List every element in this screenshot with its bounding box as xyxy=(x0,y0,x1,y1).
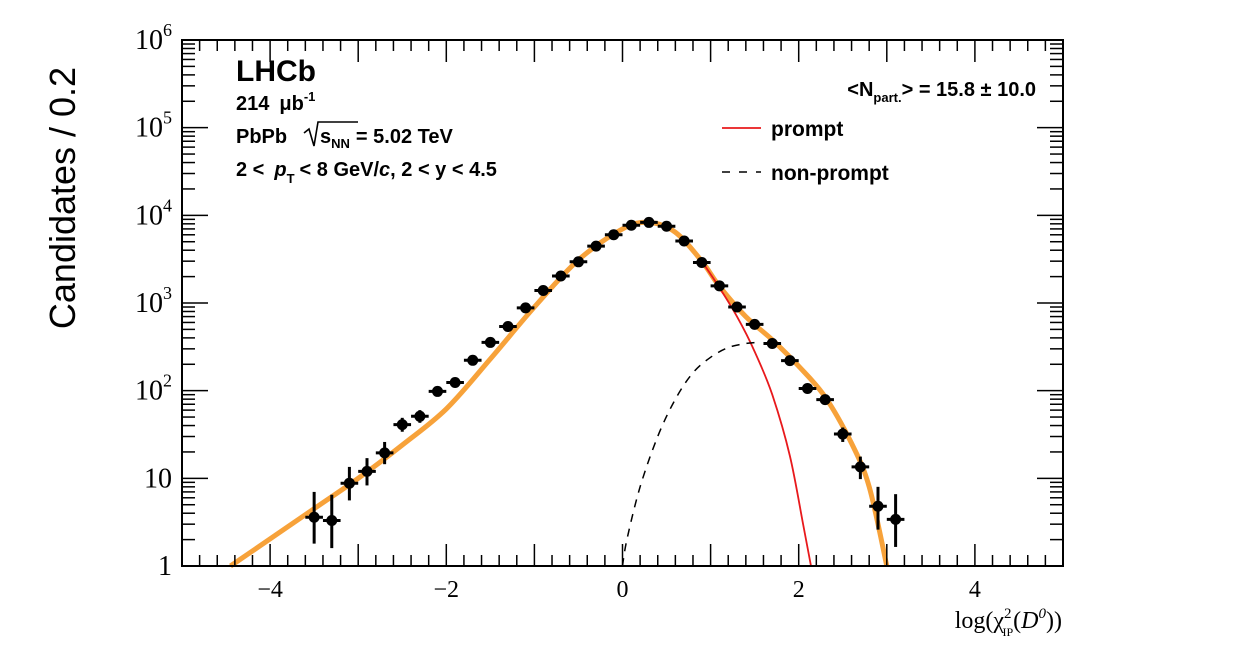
nonprompt-curve xyxy=(621,341,760,567)
data-point xyxy=(781,355,799,367)
x-tick-label: −4 xyxy=(257,577,283,603)
data-point xyxy=(358,458,376,486)
collision-system-label: PbPb xyxy=(236,126,287,148)
data-point xyxy=(640,216,658,228)
data-marker xyxy=(819,394,831,406)
x-axis-label: log(χ2 IP(D0)) xyxy=(955,606,1062,639)
data-marker xyxy=(749,318,761,330)
y-tick-label: 105 xyxy=(135,108,172,144)
data-marker xyxy=(608,229,620,241)
data-marker xyxy=(678,235,690,247)
data-marker xyxy=(396,419,408,431)
data-point xyxy=(657,220,676,232)
data-point xyxy=(886,494,905,547)
data-point xyxy=(763,338,782,350)
data-marker xyxy=(643,216,655,228)
data-marker xyxy=(326,515,338,527)
data-point xyxy=(428,385,447,397)
data-marker xyxy=(731,301,743,313)
data-point xyxy=(340,466,359,501)
y-tick-label: 10 xyxy=(144,463,172,494)
data-point xyxy=(375,441,394,465)
data-marker xyxy=(625,219,637,231)
legend-prompt-label: prompt xyxy=(771,118,843,141)
data-marker xyxy=(343,477,355,489)
data-point xyxy=(728,301,746,313)
data-marker xyxy=(431,385,443,397)
legend-nonprompt-label: non-prompt xyxy=(771,162,889,185)
data-marker xyxy=(520,302,532,314)
y-tick-label: 104 xyxy=(135,195,172,231)
data-point xyxy=(622,219,641,231)
data-marker xyxy=(449,376,461,388)
data-marker xyxy=(661,220,673,232)
data-point xyxy=(569,256,588,268)
energy-label: sNN = 5.02 TeV xyxy=(320,126,453,151)
data-marker xyxy=(837,428,849,440)
data-marker xyxy=(467,354,479,366)
data-marker xyxy=(890,513,902,525)
data-point xyxy=(481,336,500,348)
data-marker xyxy=(872,500,884,512)
x-tick-label: 2 xyxy=(793,577,805,603)
y-tick-label: 102 xyxy=(135,371,172,407)
data-marker xyxy=(854,461,866,473)
data-marker xyxy=(784,355,796,367)
y-tick-label: 106 xyxy=(135,20,172,56)
data-point xyxy=(816,394,834,406)
data-point xyxy=(463,354,482,366)
axis-tick-labels: −4 −2 0 2 4 1 10 102 103 104 105 106 xyxy=(135,20,981,603)
sqrt-sign xyxy=(303,121,358,147)
data-points xyxy=(305,216,905,549)
data-marker xyxy=(414,410,426,422)
data-marker xyxy=(766,338,778,350)
data-point xyxy=(675,235,693,247)
y-tick-label: 103 xyxy=(135,283,172,319)
x-tick-label: 0 xyxy=(617,577,629,603)
data-point xyxy=(516,302,535,314)
data-point xyxy=(710,280,729,292)
experiment-label: LHCb xyxy=(236,55,316,88)
data-point xyxy=(552,270,570,282)
data-point xyxy=(446,376,464,388)
data-marker xyxy=(590,240,602,252)
x-tick-label: −2 xyxy=(434,577,460,603)
data-point xyxy=(393,417,412,432)
data-point xyxy=(692,256,711,268)
y-axis-label: Candidates / 0.2 xyxy=(42,67,83,329)
data-marker xyxy=(555,270,567,282)
data-point xyxy=(499,320,517,332)
data-point xyxy=(322,494,341,549)
data-marker xyxy=(572,256,584,268)
data-marker xyxy=(802,382,814,394)
data-point xyxy=(534,284,553,296)
kinematic-range-label: 2 < pT < 8 GeV/c, 2 < y < 4.5 xyxy=(236,159,497,186)
data-point xyxy=(833,427,852,442)
data-marker xyxy=(361,465,373,477)
axis-ticks xyxy=(181,40,1064,567)
x-tick-label: 4 xyxy=(969,577,981,603)
data-marker xyxy=(379,447,391,459)
data-marker xyxy=(696,256,708,268)
data-point xyxy=(305,491,323,544)
data-point xyxy=(869,486,887,530)
luminosity-label: 214 μb-1 xyxy=(236,89,315,115)
data-marker xyxy=(537,284,549,296)
data-marker xyxy=(308,511,320,523)
data-marker xyxy=(484,336,496,348)
data-point xyxy=(587,240,605,252)
y-tick-label: 1 xyxy=(158,551,172,582)
data-point xyxy=(798,382,817,394)
data-point xyxy=(411,410,429,423)
data-point xyxy=(745,318,764,330)
data-marker xyxy=(713,280,725,292)
data-point xyxy=(851,456,870,480)
legend: prompt non-prompt xyxy=(722,118,889,185)
data-point xyxy=(604,229,623,241)
data-marker xyxy=(502,320,514,332)
npart-label: <Npart.> = 15.8 ± 10.0 xyxy=(847,79,1036,105)
